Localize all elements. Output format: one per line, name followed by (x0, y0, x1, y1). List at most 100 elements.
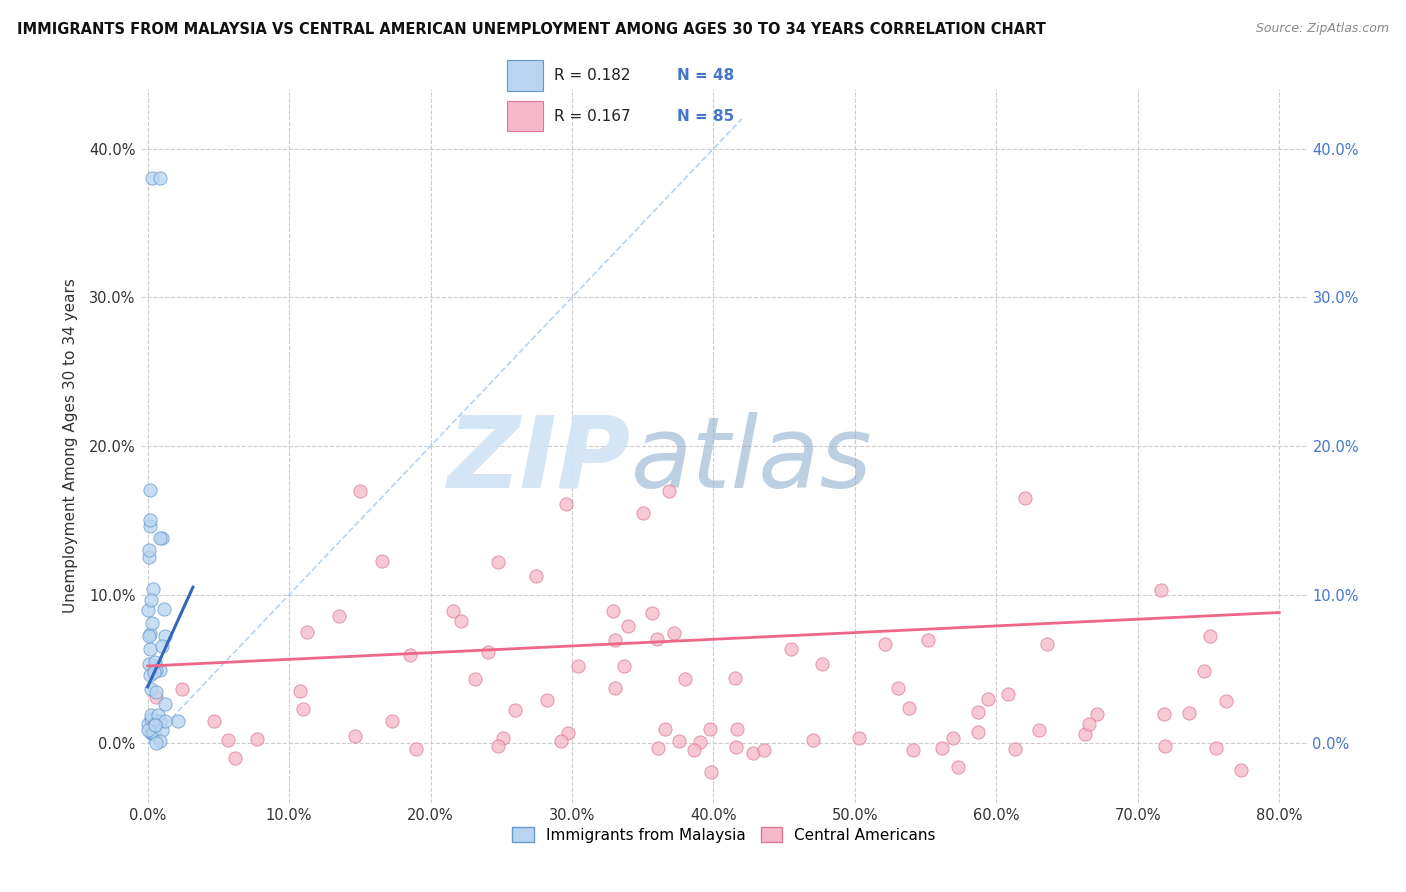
Point (172, 682, 194, 697)
Point (138, 629, 160, 643)
Point (328, 609, 350, 624)
Point (166, 714, 188, 728)
Point (1177, 706, 1199, 721)
Point (153, 629, 176, 643)
FancyBboxPatch shape (508, 101, 543, 131)
Point (155, 714, 177, 728)
Point (149, 714, 172, 729)
Point (605, 681, 627, 695)
Point (149, 531, 172, 545)
Point (149, 171, 172, 186)
Point (371, 553, 394, 567)
Point (149, 663, 172, 677)
Point (202, 714, 225, 728)
Point (1074, 727, 1097, 741)
Point (613, 658, 636, 673)
Point (145, 718, 167, 732)
Point (486, 739, 509, 754)
Point (724, 671, 747, 685)
Point (689, 734, 711, 748)
Point (567, 659, 589, 673)
Point (931, 741, 953, 756)
Text: ZIP: ZIP (447, 412, 631, 508)
Point (291, 702, 314, 716)
Point (617, 619, 640, 633)
Point (645, 632, 668, 646)
Point (153, 697, 176, 711)
Point (1153, 739, 1175, 753)
Point (725, 722, 748, 736)
Point (149, 734, 172, 748)
Point (138, 657, 160, 671)
Point (503, 703, 526, 717)
Point (139, 725, 162, 739)
Point (143, 665, 166, 680)
Point (700, 765, 723, 780)
Point (450, 614, 472, 628)
Point (142, 582, 165, 596)
Point (641, 606, 664, 620)
Point (654, 723, 676, 737)
Text: N = 48: N = 48 (678, 68, 734, 83)
Point (524, 569, 547, 583)
Point (145, 684, 167, 698)
Text: Source: ZipAtlas.com: Source: ZipAtlas.com (1256, 22, 1389, 36)
Point (848, 731, 870, 746)
Point (142, 712, 165, 726)
Point (141, 712, 163, 726)
Point (145, 690, 167, 705)
Point (143, 655, 166, 669)
Point (658, 483, 681, 498)
Point (138, 519, 160, 533)
Point (897, 700, 920, 714)
Point (295, 624, 318, 639)
Point (146, 708, 169, 723)
Point (801, 733, 824, 747)
Point (977, 691, 1000, 706)
Point (141, 726, 163, 740)
Point (138, 549, 160, 564)
Point (647, 741, 669, 756)
Point (752, 743, 775, 757)
Point (966, 705, 988, 719)
Point (224, 751, 246, 765)
Point (152, 723, 174, 737)
Point (724, 739, 747, 754)
Point (486, 555, 509, 569)
Point (349, 483, 371, 498)
Point (138, 543, 160, 558)
Point (138, 603, 160, 617)
Point (1192, 664, 1215, 678)
Point (741, 746, 763, 760)
Point (142, 726, 165, 740)
Point (1036, 637, 1059, 651)
Point (139, 627, 162, 641)
Point (399, 648, 422, 662)
Point (1014, 491, 1036, 505)
Point (141, 616, 163, 631)
Point (1205, 740, 1227, 755)
Point (136, 717, 159, 731)
Point (1198, 629, 1220, 643)
Point (139, 513, 162, 527)
FancyBboxPatch shape (508, 61, 543, 91)
Point (886, 681, 908, 695)
Point (145, 663, 167, 677)
Point (139, 593, 162, 607)
Point (997, 687, 1019, 701)
Point (555, 497, 578, 511)
Legend: Immigrants from Malaysia, Central Americans: Immigrants from Malaysia, Central Americ… (506, 821, 942, 848)
Point (946, 760, 969, 774)
Point (145, 718, 167, 732)
Point (143, 659, 166, 673)
Point (699, 722, 721, 736)
Point (602, 604, 624, 618)
Text: IMMIGRANTS FROM MALAYSIA VS CENTRAL AMERICAN UNEMPLOYMENT AMONG AGES 30 TO 34 YE: IMMIGRANTS FROM MALAYSIA VS CENTRAL AMER… (17, 22, 1046, 37)
Text: R = 0.182: R = 0.182 (554, 68, 630, 83)
Text: atlas: atlas (631, 412, 872, 508)
Point (150, 640, 173, 654)
Point (917, 633, 939, 648)
Point (217, 733, 239, 747)
Point (477, 645, 499, 659)
Point (142, 717, 165, 731)
